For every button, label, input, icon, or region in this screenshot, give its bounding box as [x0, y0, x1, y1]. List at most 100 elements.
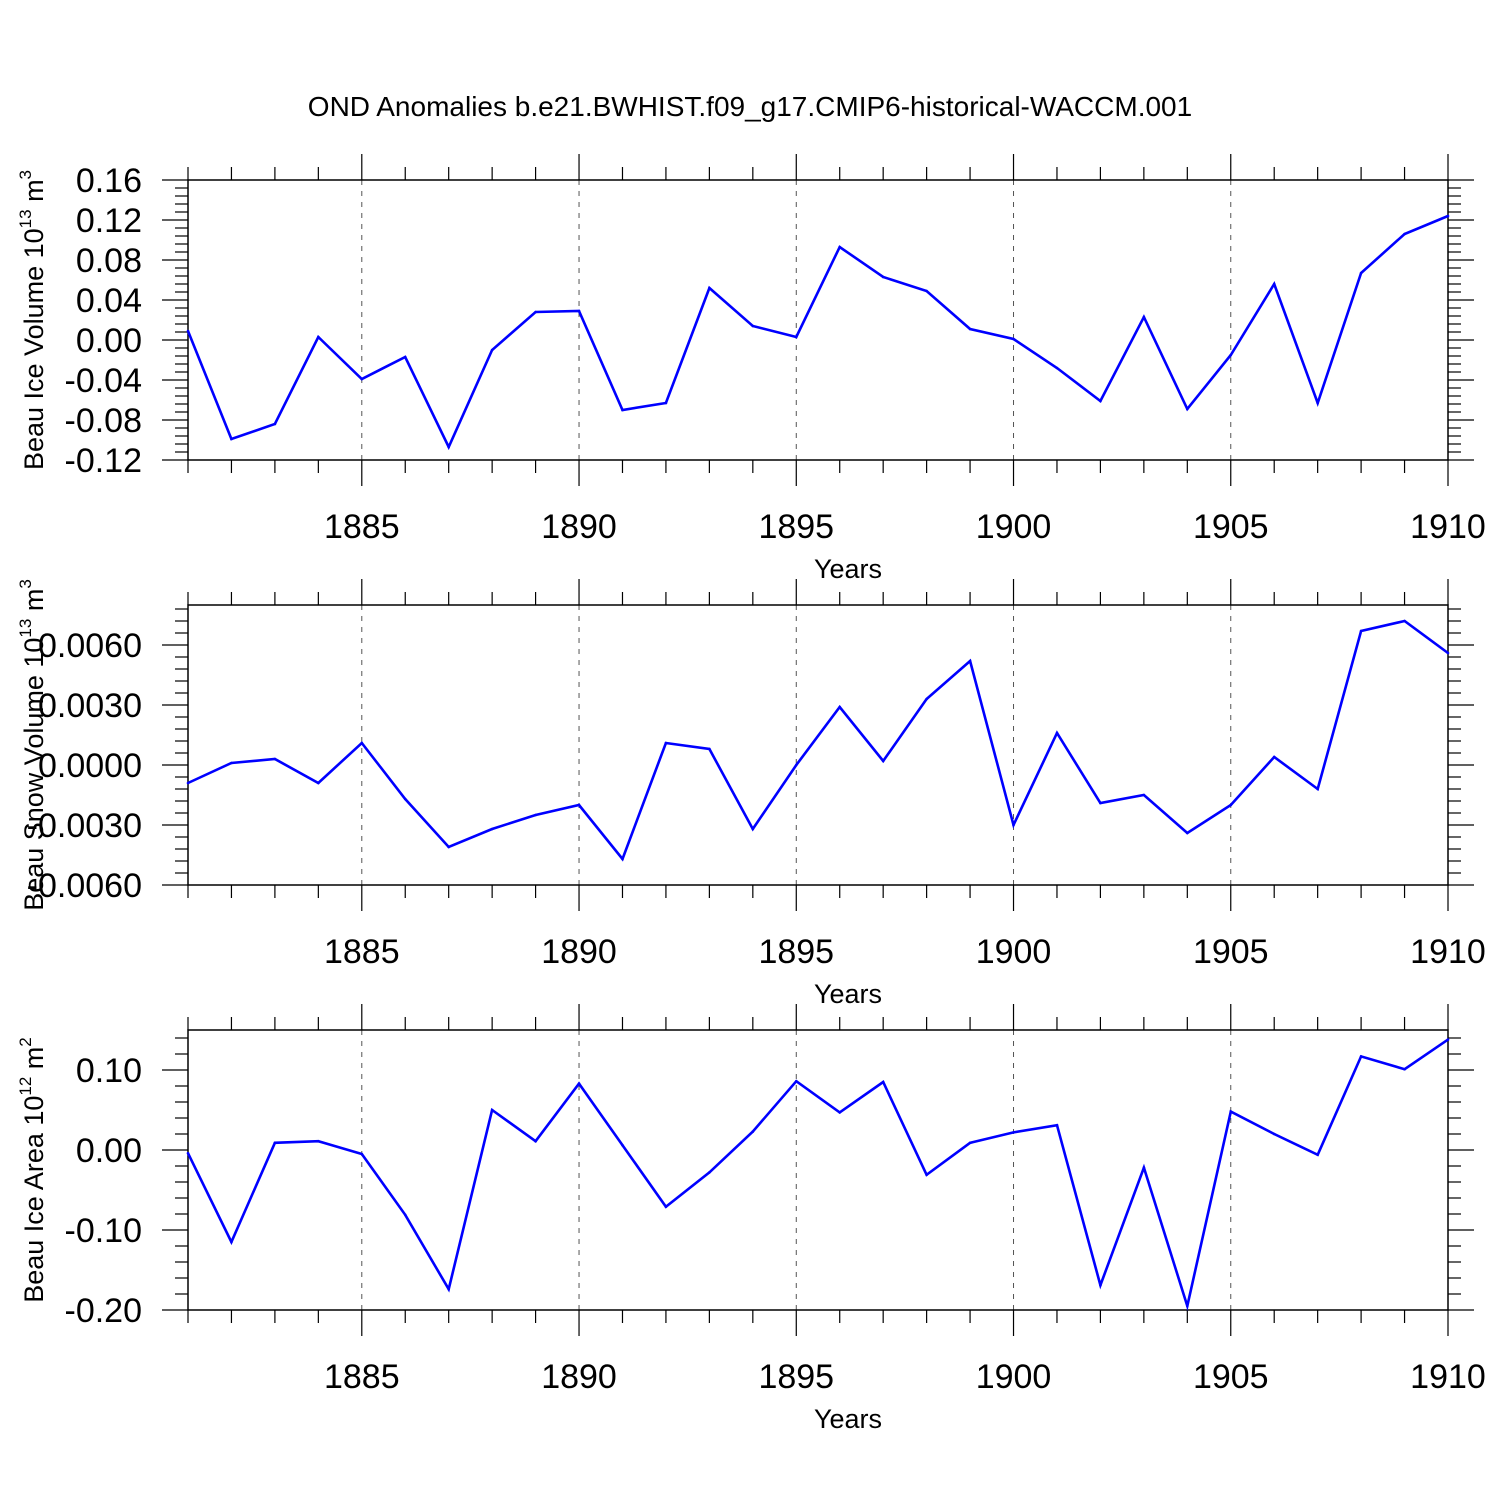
- y-axis-label-exponent: 13: [16, 619, 35, 638]
- data-point: [1229, 1110, 1233, 1113]
- data-point: [1055, 1123, 1059, 1127]
- y-axis-label-text: Beau Ice Area 10: [19, 1096, 49, 1303]
- data-point: [360, 1152, 364, 1156]
- x-tick-label: 1900: [976, 933, 1052, 971]
- data-point: [1186, 407, 1189, 411]
- data-point: [838, 705, 842, 709]
- data-point: [664, 741, 668, 745]
- x-tick-label: 1895: [758, 933, 834, 971]
- x-tick-label: 1895: [758, 1358, 834, 1396]
- data-point: [621, 1143, 624, 1147]
- y-tick-label: 0.04: [76, 282, 142, 320]
- series-line: [186, 1038, 1449, 1312]
- data-point: [925, 697, 928, 701]
- data-point: [1099, 1283, 1102, 1287]
- chart-panel-3: -0.20 -0.10 0.00 0.10 1885 1890 1895 1900 1905 19…: [16, 1004, 1486, 1434]
- y-tick-label: 0.12: [76, 202, 142, 240]
- data-point: [186, 781, 190, 785]
- y-tick-label: 0.0030: [38, 687, 142, 725]
- data-point: [230, 761, 233, 765]
- y-axis-label: Beau Ice Area 1012 m2: [16, 1037, 49, 1303]
- data-point: [751, 827, 755, 831]
- data-point: [186, 329, 190, 333]
- x-tick-label: 1885: [324, 508, 400, 546]
- plot-frame: [187, 604, 1449, 886]
- y-axis-label: Beau Ice Volume 1013 m3: [16, 170, 49, 470]
- x-tick-label: 1910: [1410, 1358, 1486, 1396]
- data-point: [1099, 801, 1102, 805]
- data-point: [664, 1205, 668, 1209]
- y-tick-label: 0.0060: [38, 627, 142, 665]
- x-tick-label: 1910: [1410, 933, 1486, 971]
- x-tick-label: 1890: [541, 508, 617, 546]
- data-point: [621, 857, 624, 861]
- plot-frame: [187, 179, 1449, 461]
- data-point: [1012, 823, 1015, 827]
- data-point: [534, 310, 537, 314]
- y-tick-label: 0.00: [76, 322, 142, 360]
- y-tick-label: -0.04: [65, 362, 143, 400]
- y-axis-label-unit-exponent: 3: [16, 170, 35, 179]
- x-tick-label: 1905: [1193, 933, 1269, 971]
- y-axis-label-text: Beau Ice Volume 10: [19, 228, 49, 470]
- data-point: [1446, 1038, 1450, 1041]
- data-point: [1359, 629, 1363, 633]
- data-point: [1272, 755, 1276, 759]
- y-tick-label: -0.20: [65, 1292, 143, 1330]
- data-point: [1186, 1304, 1189, 1308]
- data-point: [490, 827, 494, 831]
- chart-panel-2: -0.0060 -0.0030 0.0000 0.0030 0.0060 1885 1890…: [16, 579, 1486, 1009]
- data-point: [447, 445, 450, 449]
- x-tick-label: 1905: [1193, 1358, 1269, 1396]
- data-point: [490, 1108, 494, 1112]
- y-tick-label: 0.16: [76, 162, 142, 200]
- data-point: [1359, 271, 1363, 275]
- y-axis-label-unit: m: [19, 179, 49, 209]
- y-tick-label: 0.10: [76, 1052, 142, 1090]
- data-point: [360, 741, 364, 745]
- series-line: [186, 214, 1449, 451]
- data-point: [186, 1151, 190, 1155]
- data-point: [838, 1111, 842, 1114]
- y-tick-label: -0.0060: [27, 867, 142, 905]
- data-point: [968, 1141, 972, 1145]
- data-point: [534, 1139, 537, 1143]
- data-point: [317, 781, 320, 785]
- data-point: [1403, 619, 1406, 623]
- y-axis-label-unit-exponent: 2: [16, 1037, 35, 1046]
- data-point: [447, 1287, 450, 1291]
- x-tick-label: 1895: [758, 508, 834, 546]
- data-point: [1272, 282, 1276, 286]
- data-point: [881, 1080, 885, 1084]
- data-point: [1055, 731, 1059, 735]
- x-tick-label: 1900: [976, 508, 1052, 546]
- data-point: [577, 803, 581, 807]
- data-point: [794, 763, 798, 767]
- data-point: [1142, 793, 1146, 797]
- figure-title: OND Anomalies b.e21.BWHIST.f09_g17.CMIP6…: [308, 91, 1192, 122]
- chart-panel-1: -0.12-0.08-0.040.000.040.080.120.16 1885 1…: [16, 154, 1486, 584]
- data-point: [1316, 401, 1319, 405]
- data-point: [1229, 803, 1233, 807]
- y-tick-label: -0.10: [65, 1212, 143, 1250]
- x-axis-label: Years: [814, 554, 882, 584]
- data-point: [621, 408, 624, 412]
- data-point: [925, 289, 928, 293]
- y-tick-label: 0.0000: [38, 747, 142, 785]
- data-point: [881, 759, 885, 763]
- y-axis-label-unit-exponent: 3: [16, 579, 35, 588]
- data-point: [794, 1079, 798, 1083]
- data-point: [534, 813, 537, 817]
- x-tick-label: 1900: [976, 1358, 1052, 1396]
- data-point: [925, 1173, 928, 1177]
- y-axis-label-unit: m: [19, 589, 49, 619]
- x-tick-label: 1885: [324, 933, 400, 971]
- data-point: [881, 275, 885, 279]
- data-point: [1012, 1131, 1015, 1134]
- data-point: [1142, 315, 1146, 319]
- data-point: [708, 747, 711, 751]
- data-point: [838, 245, 842, 249]
- data-point: [1403, 1067, 1406, 1071]
